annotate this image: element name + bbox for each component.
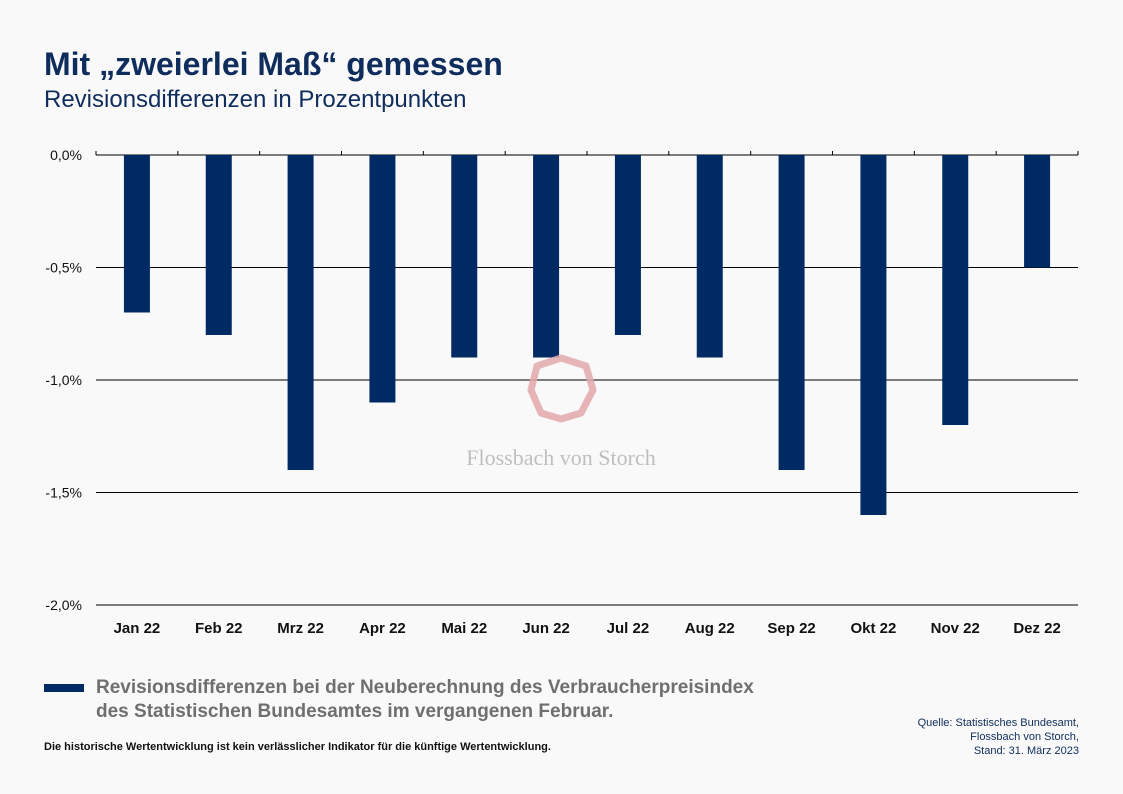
chart-title: Mit „zweierlei Maß“ gemessen <box>44 46 503 82</box>
y-tick-label: -0,5% <box>45 260 82 276</box>
y-tick-label: 0,0% <box>50 147 82 163</box>
x-tick-label: Aug 22 <box>685 620 735 637</box>
x-tick-label: Nov 22 <box>931 620 980 637</box>
x-tick-label: Apr 22 <box>359 620 406 637</box>
bar-jun-22 <box>533 155 560 358</box>
legend-line-2: des Statistischen Bundesamtes im vergang… <box>96 701 614 722</box>
legend-label: Revisionsdifferenzen bei der Neuberechnu… <box>96 676 796 724</box>
source-line-3: Stand: 31. März 2023 <box>973 745 1079 757</box>
x-tick-label: Mai 22 <box>441 620 487 637</box>
bar-aug-22 <box>696 155 723 358</box>
bar-nov-22 <box>942 155 969 425</box>
bar-jan-22 <box>123 155 150 313</box>
x-tick-label: Sep 22 <box>767 620 815 637</box>
source-line-2: Flossbach von Storch, <box>970 731 1079 743</box>
legend: Revisionsdifferenzen bei der Neuberechnu… <box>44 676 796 724</box>
bar-dez-22 <box>1024 155 1051 268</box>
bar-sep-22 <box>778 155 805 470</box>
bar-mai-22 <box>451 155 478 358</box>
source-line-1: Quelle: Statistisches Bundesamt, <box>917 717 1079 729</box>
x-tick-label: Jul 22 <box>607 620 650 637</box>
watermark-text: Flossbach von Storch <box>466 445 655 470</box>
y-axis-ticks: 0,0% -0,5% -1,0% -1,5% -2,0% <box>45 147 82 613</box>
x-tick-label: Mrz 22 <box>277 620 324 637</box>
y-tick-label: -1,5% <box>45 485 82 501</box>
x-tick-label: Feb 22 <box>195 620 243 637</box>
bars <box>123 155 1051 515</box>
watermark: Flossbach von Storch <box>466 354 656 470</box>
y-tick-label: -2,0% <box>45 597 82 613</box>
bar-mrz-22 <box>287 155 314 470</box>
x-axis-ticks: Jan 22 Feb 22 Mrz 22 Apr 22 Mai 22 Jun 22 Jul … <box>114 620 1061 637</box>
y-tick-label: -1,0% <box>45 372 82 388</box>
bar-jul-22 <box>614 155 641 335</box>
x-tick-label: Jun 22 <box>522 620 570 637</box>
x-tick-label: Dez 22 <box>1013 620 1061 637</box>
disclaimer: Die historische Wertentwicklung ist kein… <box>44 741 551 753</box>
source-note: Quelle: Statistisches Bundesamt, Flossba… <box>918 716 1079 758</box>
bar-okt-22 <box>860 155 887 515</box>
bar-feb-22 <box>205 155 232 335</box>
bar-apr-22 <box>369 155 396 403</box>
legend-line-1: Revisionsdifferenzen bei der Neuberechnu… <box>96 677 754 698</box>
x-tick-label: Jan 22 <box>114 620 161 637</box>
chart-subtitle: Revisionsdifferenzen in Prozentpunkten <box>44 86 467 113</box>
x-tick-label: Okt 22 <box>850 620 896 637</box>
bar-chart: 0,0% -0,5% -1,0% -1,5% -2,0% Jan 22 Feb 22 Mrz… <box>45 147 1079 637</box>
legend-swatch <box>44 684 84 692</box>
watermark-logo-icon <box>527 354 597 423</box>
